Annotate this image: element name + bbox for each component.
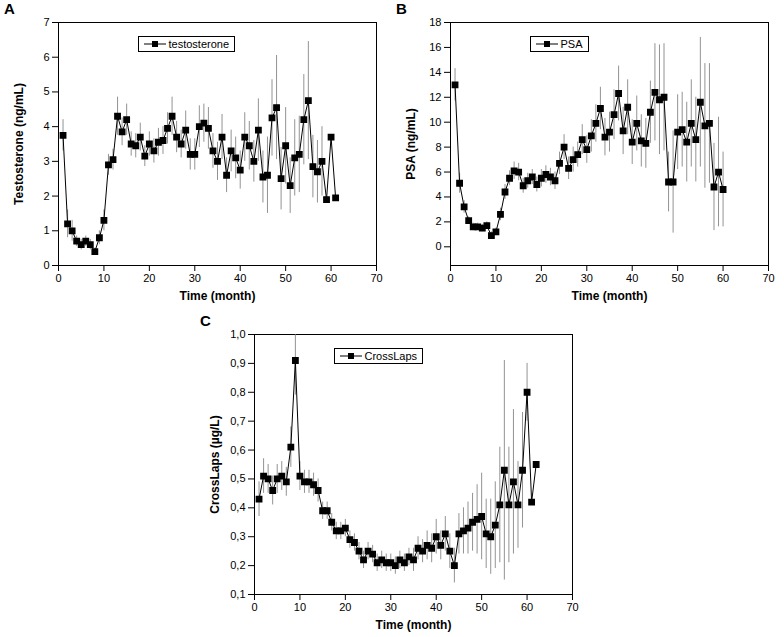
svg-text:Time (month): Time (month) <box>572 289 648 303</box>
svg-text:0,6: 0,6 <box>230 444 245 456</box>
svg-text:10: 10 <box>429 116 441 128</box>
svg-text:0,3: 0,3 <box>230 530 245 542</box>
svg-text:30: 30 <box>581 272 593 284</box>
svg-text:Time (month): Time (month) <box>376 618 452 632</box>
svg-text:60: 60 <box>325 272 337 284</box>
svg-text:1,0: 1,0 <box>230 328 245 340</box>
svg-text:16: 16 <box>429 41 441 53</box>
svg-text:0,7: 0,7 <box>230 415 245 427</box>
svg-text:5: 5 <box>43 85 49 97</box>
svg-text:12: 12 <box>429 91 441 103</box>
svg-text:0,1: 0,1 <box>230 588 245 600</box>
svg-text:0,4: 0,4 <box>230 501 245 513</box>
svg-text:Time (month): Time (month) <box>180 289 256 303</box>
svg-text:0: 0 <box>251 601 257 613</box>
svg-text:0: 0 <box>447 272 453 284</box>
svg-text:20: 20 <box>535 272 547 284</box>
svg-text:6: 6 <box>435 166 441 178</box>
svg-text:8: 8 <box>435 141 441 153</box>
svg-text:PSA (ng/mL): PSA (ng/mL) <box>404 108 418 180</box>
svg-text:10: 10 <box>490 272 502 284</box>
html-text:PSA: PSA <box>560 38 583 50</box>
svg-text:50: 50 <box>476 601 488 613</box>
svg-text:CrossLaps (µg/L): CrossLaps (µg/L) <box>208 415 222 513</box>
svg-text:50: 50 <box>672 272 684 284</box>
svg-text:4: 4 <box>435 190 441 202</box>
html-text:CrossLaps: CrossLaps <box>364 350 418 362</box>
svg-text:6: 6 <box>43 51 49 63</box>
svg-text:4: 4 <box>43 120 49 132</box>
html-text:C: C <box>200 312 211 329</box>
svg-text:70: 70 <box>370 272 382 284</box>
svg-text:0,8: 0,8 <box>230 386 245 398</box>
svg-text:0,2: 0,2 <box>230 559 245 571</box>
svg-text:7: 7 <box>43 16 49 28</box>
svg-text:14: 14 <box>429 66 441 78</box>
svg-text:20: 20 <box>143 272 155 284</box>
svg-text:2: 2 <box>43 190 49 202</box>
svg-text:60: 60 <box>717 272 729 284</box>
svg-text:0: 0 <box>55 272 61 284</box>
svg-text:30: 30 <box>189 272 201 284</box>
svg-text:10: 10 <box>98 272 110 284</box>
svg-text:50: 50 <box>280 272 292 284</box>
svg-text:3: 3 <box>43 155 49 167</box>
svg-text:0: 0 <box>435 240 441 252</box>
svg-text:1: 1 <box>43 224 49 236</box>
svg-text:0: 0 <box>43 259 49 271</box>
svg-text:10: 10 <box>294 601 306 613</box>
html-text:A: A <box>4 0 15 17</box>
svg-text:0,5: 0,5 <box>230 472 245 484</box>
svg-text:40: 40 <box>234 272 246 284</box>
svg-text:Testosterone (ng/mL): Testosterone (ng/mL) <box>12 83 26 205</box>
svg-text:18: 18 <box>429 16 441 28</box>
svg-text:0,9: 0,9 <box>230 357 245 369</box>
svg-text:30: 30 <box>385 601 397 613</box>
svg-text:20: 20 <box>339 601 351 613</box>
svg-text:2: 2 <box>435 215 441 227</box>
html-text:B: B <box>396 0 407 17</box>
svg-text:70: 70 <box>566 601 578 613</box>
html-text:testosterone: testosterone <box>168 38 229 50</box>
svg-text:60: 60 <box>521 601 533 613</box>
svg-text:40: 40 <box>430 601 442 613</box>
svg-text:40: 40 <box>626 272 638 284</box>
svg-text:70: 70 <box>762 272 774 284</box>
